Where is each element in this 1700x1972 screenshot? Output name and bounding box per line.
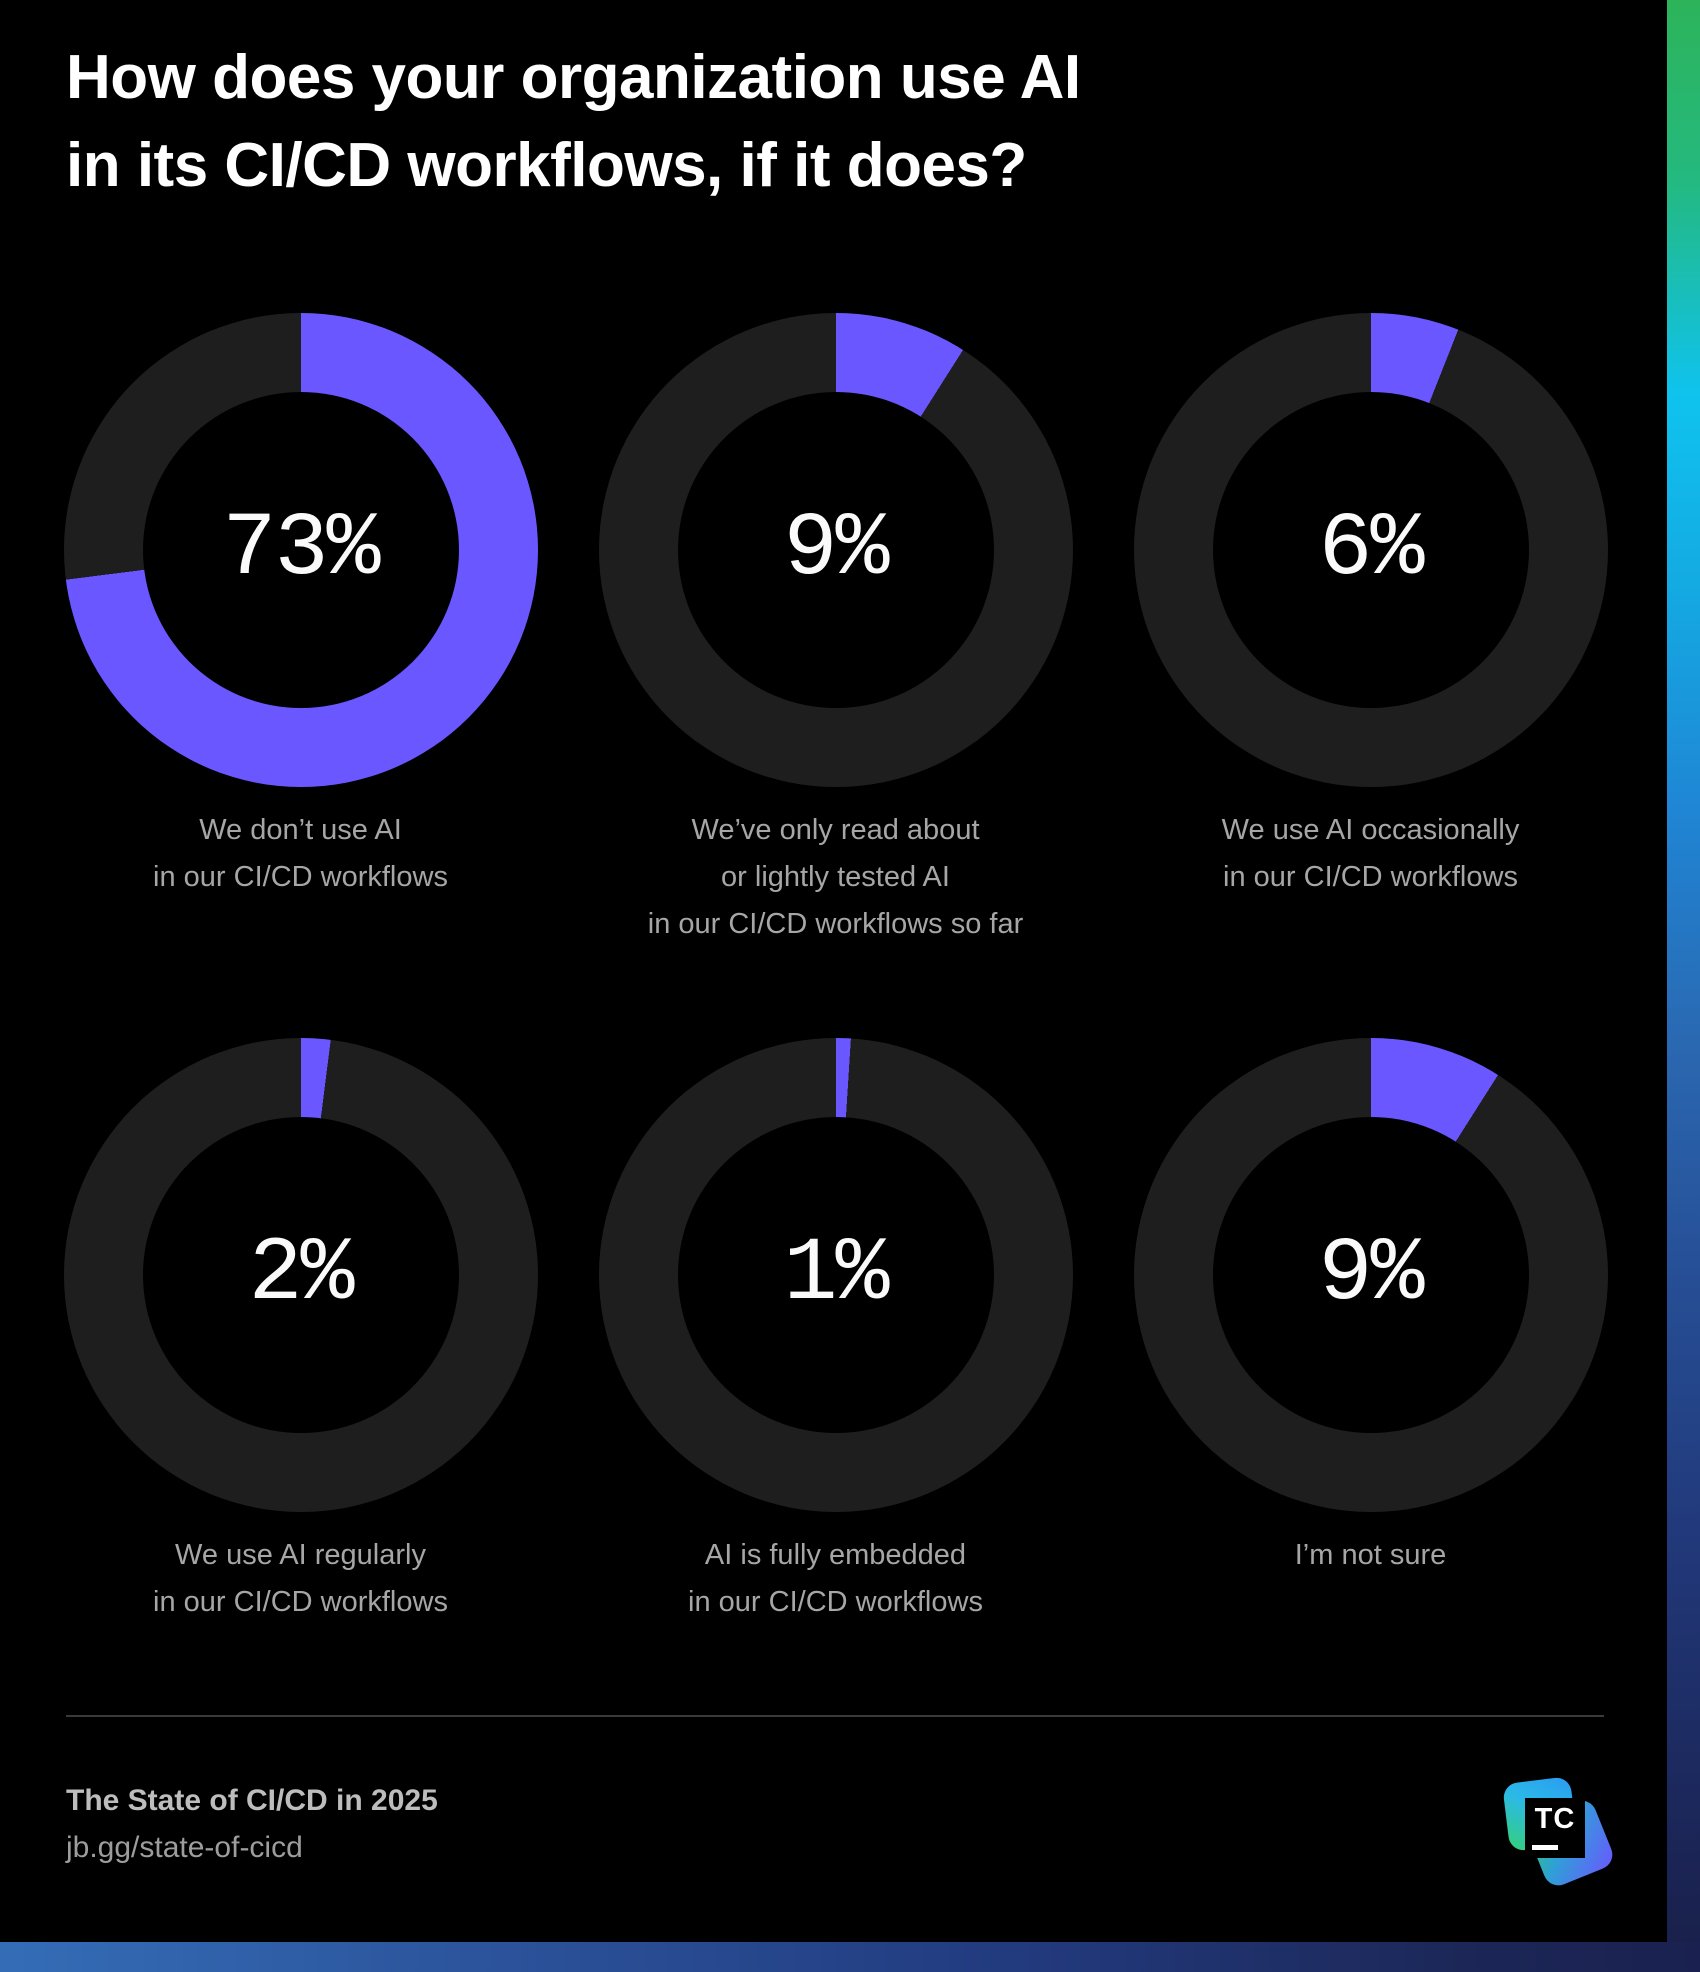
donut-percentage: 9% <box>1318 1224 1424 1326</box>
donut-ring: 2% <box>63 1038 538 1512</box>
donut-percentage: 73% <box>222 499 380 601</box>
donut-chart: 9% We’ve only read about or lightly test… <box>568 313 1103 1038</box>
donut-ring: 9% <box>598 313 1073 787</box>
donut-percentage: 6% <box>1318 499 1424 601</box>
footer-link: jb.gg/state-of-cicd <box>66 1831 303 1864</box>
donut-hole <box>142 1117 459 1433</box>
donut-hole <box>1212 1117 1529 1433</box>
donut-hole <box>142 392 459 708</box>
donut-hole <box>677 392 994 708</box>
donut-chart: 1% AI is fully embedded in our CI/CD wor… <box>568 1038 1103 1626</box>
donut-label: I’m not sure <box>1294 1539 1447 1571</box>
logo-square: TC <box>1525 1798 1585 1858</box>
donut-label: We use AI occasionally in our CI/CD work… <box>1221 814 1520 893</box>
page-title-line-2: in its CI/CD workflows, if it does? <box>66 131 1027 200</box>
donut-chart: 9% I’m not sure <box>1103 1038 1638 1626</box>
edge-gradient-bottom <box>0 1942 1700 1972</box>
donut-hole <box>677 1117 994 1433</box>
footer: The State of CI/CD in 2025 jb.gg/state-o… <box>66 1786 438 1863</box>
logo-monogram: TC <box>1534 1803 1576 1835</box>
donut-percentage: 1% <box>783 1224 889 1326</box>
donut-percentage: 9% <box>783 499 889 601</box>
donut-label: We use AI regularly in our CI/CD workflo… <box>153 1539 448 1618</box>
donut-label: AI is fully embedded in our CI/CD workfl… <box>688 1539 983 1618</box>
donut-ring: 1% <box>598 1038 1073 1512</box>
logo-underscore-icon <box>1532 1845 1558 1850</box>
teamcity-logo: TC <box>1502 1776 1617 1890</box>
donut-grid: 73% We don’t use AI in our CI/CD workflo… <box>33 313 1638 1626</box>
donut-ring: 6% <box>1133 313 1608 787</box>
infographic-panel: How does your organization use AI in its… <box>33 34 1638 1890</box>
donut-chart: 2% We use AI regularly in our CI/CD work… <box>33 1038 568 1626</box>
donut-ring: 73% <box>63 313 538 787</box>
page-title: How does your organization use AI in its… <box>66 34 1081 210</box>
footer-divider <box>66 1715 1604 1717</box>
donut-chart: 73% We don’t use AI in our CI/CD workflo… <box>33 313 568 1038</box>
donut-percentage: 2% <box>248 1224 354 1326</box>
donut-hole <box>1212 392 1529 708</box>
edge-gradient-right <box>1667 0 1700 1972</box>
footer-report-title: The State of CI/CD in 2025 <box>66 1784 438 1817</box>
donut-chart: 6% We use AI occasionally in our CI/CD w… <box>1103 313 1638 1038</box>
page-title-line-1: How does your organization use AI <box>66 43 1081 112</box>
donut-label: We’ve only read about or lightly tested … <box>647 814 1024 940</box>
donut-ring: 9% <box>1133 1038 1608 1512</box>
donut-label: We don’t use AI in our CI/CD workflows <box>153 814 448 893</box>
